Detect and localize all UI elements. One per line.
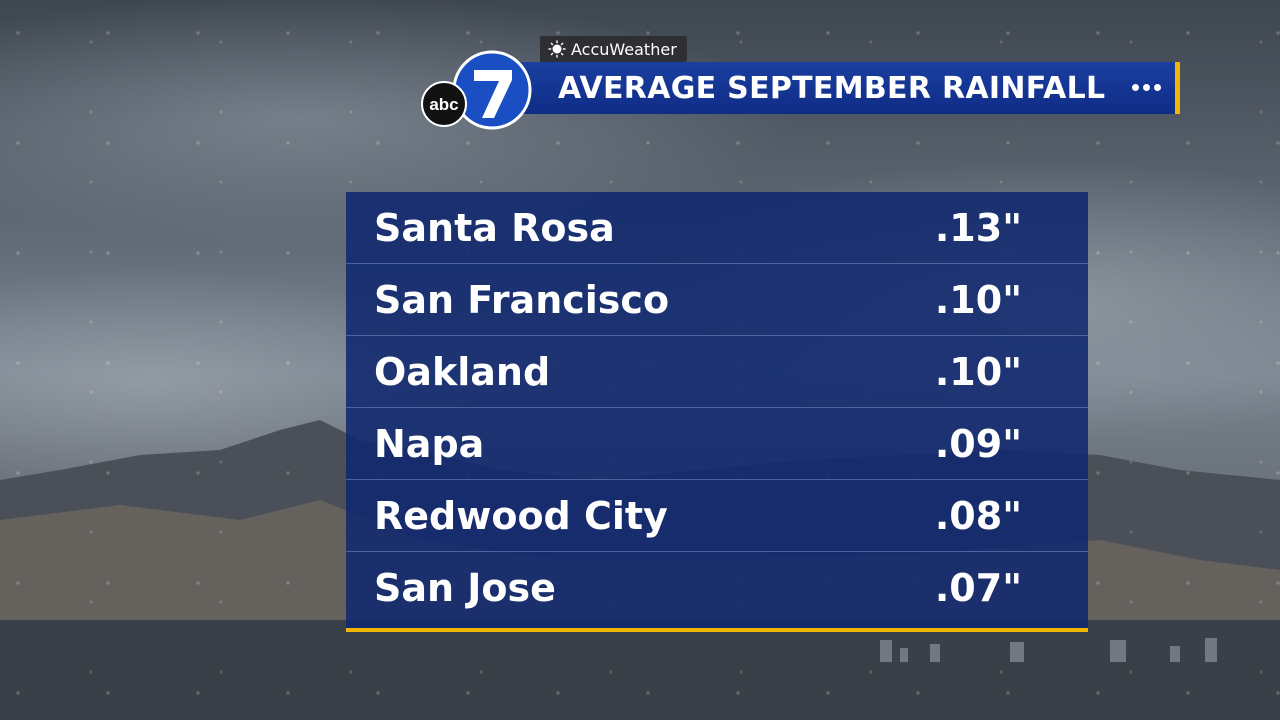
- accuweather-tag: AccuWeather: [540, 36, 687, 62]
- rainfall-table: Santa Rosa .13" San Francisco .10" Oakla…: [346, 192, 1088, 632]
- title-banner: AVERAGE SEPTEMBER RAINFALL: [510, 62, 1180, 114]
- brand-label: AccuWeather: [571, 39, 677, 59]
- logo-abc-text: abc: [429, 95, 458, 114]
- rainfall-value: .08": [934, 493, 1022, 538]
- table-row: Redwood City .08": [346, 480, 1088, 552]
- rainfall-value: .13": [934, 205, 1022, 250]
- city-name: San Jose: [374, 566, 556, 610]
- city-name: Redwood City: [374, 493, 668, 538]
- table-row: San Francisco .10": [346, 264, 1088, 336]
- table-row: Oakland .10": [346, 336, 1088, 408]
- page-title: AVERAGE SEPTEMBER RAINFALL: [558, 71, 1106, 106]
- rainfall-value: .09": [934, 421, 1022, 466]
- rainfall-value: .10": [934, 277, 1022, 322]
- sun-icon: [548, 40, 566, 58]
- city-name: Oakland: [374, 349, 551, 394]
- city-name: Napa: [374, 421, 485, 466]
- city-name: Santa Rosa: [374, 205, 615, 250]
- rainfall-value: .07": [934, 566, 1022, 610]
- rainfall-value: .10": [934, 349, 1022, 394]
- city-name: San Francisco: [374, 277, 670, 322]
- table-row: Santa Rosa .13": [346, 192, 1088, 264]
- table-row: San Jose .07": [346, 552, 1088, 624]
- abc7-logo: abc: [421, 50, 532, 130]
- ellipsis-dots-icon: [1132, 84, 1161, 91]
- table-row: Napa .09": [346, 408, 1088, 480]
